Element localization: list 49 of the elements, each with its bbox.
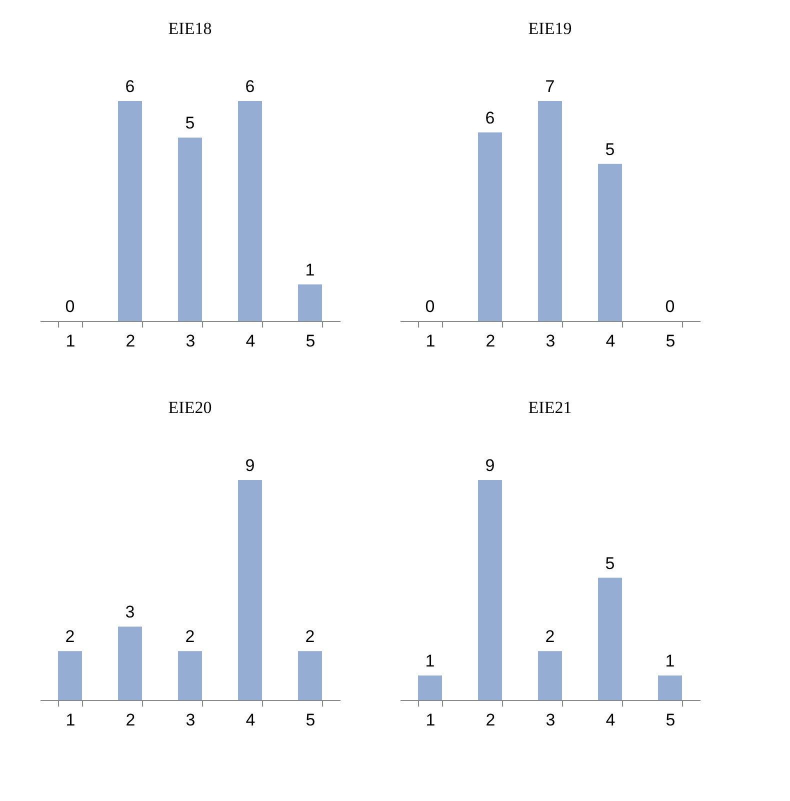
x-tick-label: 3 — [546, 710, 556, 730]
x-tick-label: 2 — [126, 332, 136, 350]
data-label: 1 — [425, 652, 435, 671]
x-tick-label: 4 — [606, 332, 616, 350]
data-label: 9 — [245, 456, 255, 475]
x-tick-label: 3 — [546, 332, 556, 350]
data-label: 3 — [125, 602, 135, 622]
x-tick-label: 3 — [186, 332, 196, 350]
chart-title: EIE21 — [528, 398, 572, 417]
data-label: 5 — [605, 140, 615, 159]
bar — [478, 480, 502, 700]
data-label: 6 — [485, 108, 495, 128]
chart-title: EIE20 — [168, 398, 212, 417]
x-tick-label: 5 — [666, 332, 676, 350]
chart-title: EIE18 — [168, 19, 212, 38]
data-label: 0 — [65, 297, 75, 316]
bar — [418, 676, 442, 700]
data-label: 6 — [245, 77, 255, 96]
x-tick-label: 5 — [306, 332, 316, 350]
data-label: 5 — [185, 114, 195, 133]
x-tick-label: 1 — [426, 332, 436, 350]
x-tick-label: 2 — [486, 710, 496, 730]
data-label: 2 — [305, 627, 315, 646]
data-label: 1 — [665, 652, 675, 671]
data-label: 5 — [605, 554, 615, 573]
data-label: 7 — [545, 77, 555, 96]
x-tick-label: 1 — [66, 332, 76, 350]
x-tick-label: 3 — [186, 710, 196, 730]
x-tick-label: 5 — [306, 710, 316, 730]
data-label: 2 — [65, 627, 75, 646]
x-tick-label: 1 — [426, 710, 436, 730]
data-label: 6 — [125, 77, 135, 96]
bar — [538, 651, 562, 700]
data-label: 0 — [665, 297, 675, 316]
x-tick-label: 4 — [246, 332, 256, 350]
data-label: 2 — [185, 627, 195, 646]
x-tick-label: 4 — [246, 710, 256, 730]
bar — [598, 578, 622, 700]
data-label: 1 — [305, 260, 315, 280]
x-tick-label: 2 — [126, 710, 136, 730]
x-tick-label: 4 — [606, 710, 616, 730]
data-label: 0 — [425, 297, 435, 316]
x-tick-label: 1 — [66, 710, 76, 730]
bar — [658, 676, 682, 700]
data-label: 2 — [545, 627, 555, 646]
data-label: 9 — [485, 456, 495, 475]
chart-title: EIE19 — [528, 19, 572, 38]
x-tick-label: 2 — [486, 332, 496, 350]
x-tick-label: 5 — [666, 710, 676, 730]
